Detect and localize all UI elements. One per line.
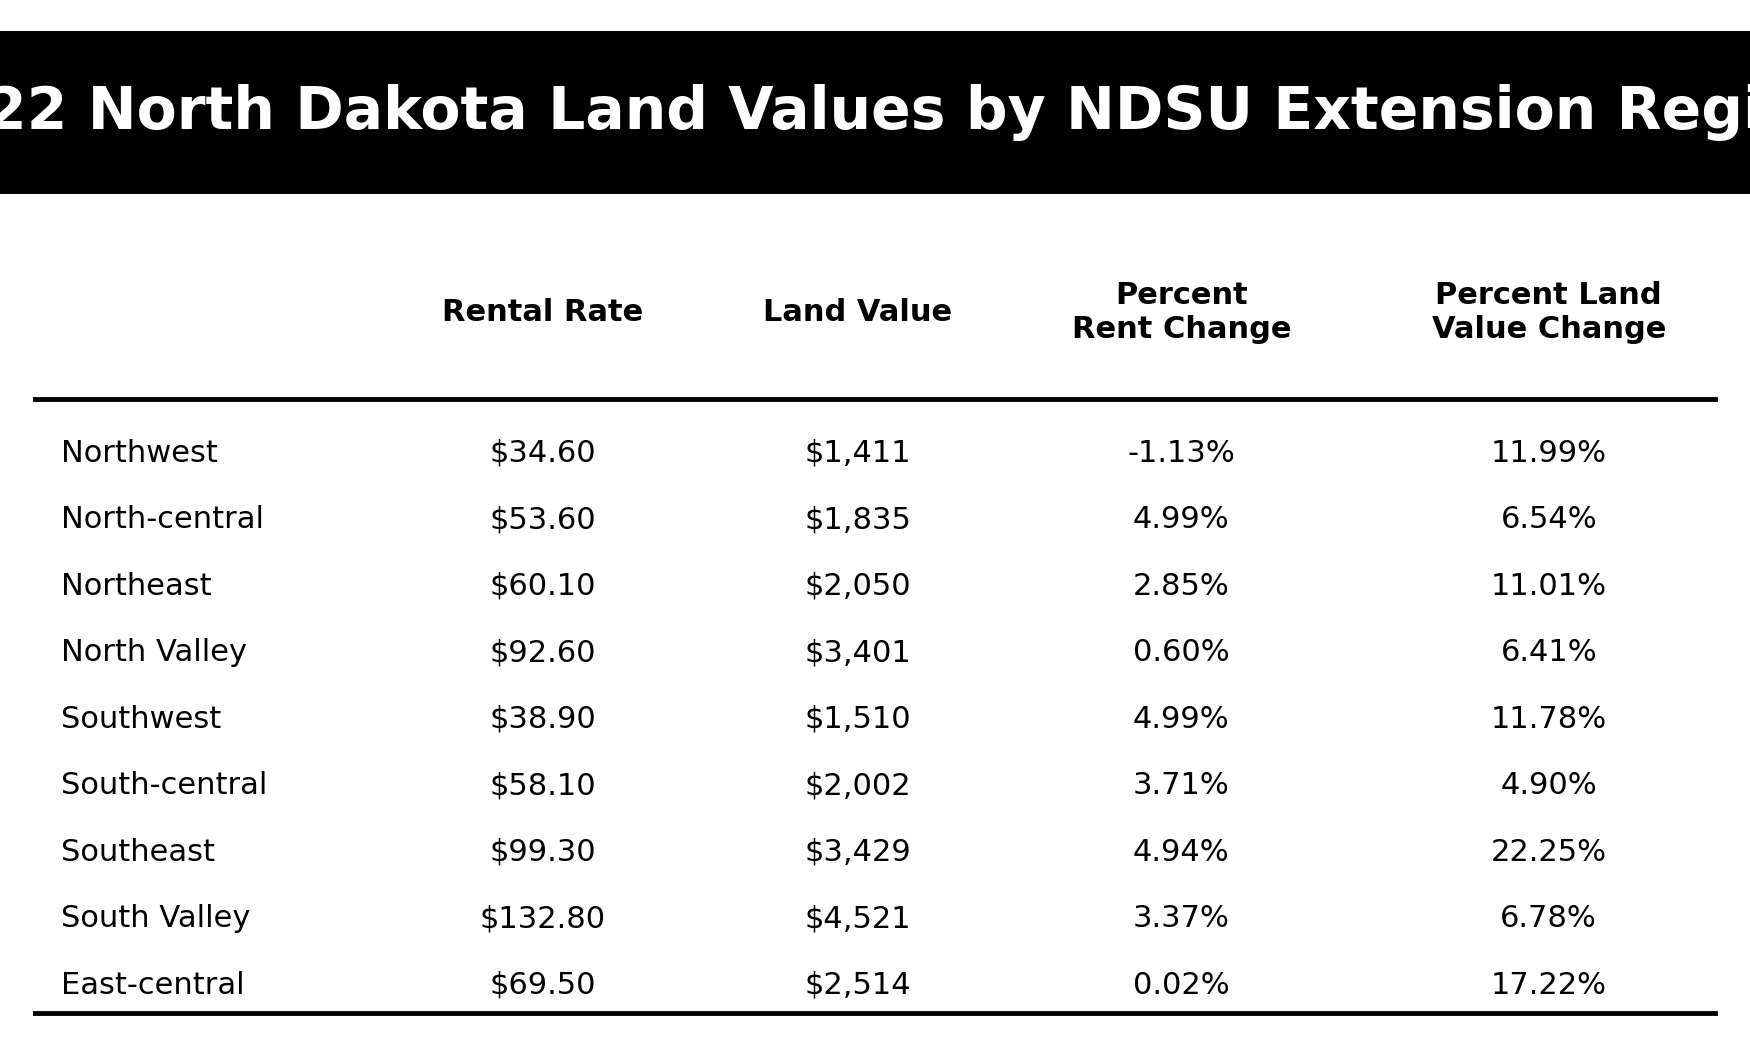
Text: $58.10: $58.10: [490, 772, 595, 800]
Text: Northeast: Northeast: [61, 572, 212, 601]
Text: 4.94%: 4.94%: [1132, 838, 1230, 866]
Text: 6.54%: 6.54%: [1500, 505, 1598, 534]
Text: $3,401: $3,401: [805, 638, 912, 667]
Text: 3.37%: 3.37%: [1132, 904, 1230, 933]
Text: 17.22%: 17.22%: [1491, 971, 1606, 1000]
Bar: [0, 32, 1750, 194]
Text: 4.99%: 4.99%: [1132, 505, 1230, 534]
Text: 6.78%: 6.78%: [1500, 904, 1598, 933]
Text: $92.60: $92.60: [490, 638, 595, 667]
Text: North Valley: North Valley: [61, 638, 247, 667]
Text: $99.30: $99.30: [490, 838, 595, 866]
Text: 2022 North Dakota Land Values by NDSU Extension Region: 2022 North Dakota Land Values by NDSU Ex…: [0, 84, 1750, 142]
Text: Southeast: Southeast: [61, 838, 215, 866]
Text: Percent Land
Value Change: Percent Land Value Change: [1432, 281, 1666, 343]
Text: $3,429: $3,429: [805, 838, 912, 866]
Text: $2,002: $2,002: [805, 772, 910, 800]
Text: $4,521: $4,521: [805, 904, 910, 933]
Text: Percent
Rent Change: Percent Rent Change: [1071, 281, 1292, 343]
Text: Northwest: Northwest: [61, 439, 219, 467]
Text: $1,411: $1,411: [805, 439, 910, 467]
Text: North-central: North-central: [61, 505, 264, 534]
Text: $1,835: $1,835: [803, 505, 912, 534]
Text: $2,514: $2,514: [805, 971, 910, 1000]
Text: 0.60%: 0.60%: [1132, 638, 1230, 667]
Text: -1.13%: -1.13%: [1127, 439, 1236, 467]
Text: 0.02%: 0.02%: [1132, 971, 1230, 1000]
Text: $2,050: $2,050: [805, 572, 910, 601]
Text: 3.71%: 3.71%: [1132, 772, 1230, 800]
Text: $38.90: $38.90: [490, 705, 595, 734]
Text: 11.99%: 11.99%: [1491, 439, 1606, 467]
Text: 4.90%: 4.90%: [1500, 772, 1598, 800]
Text: Rental Rate: Rental Rate: [441, 298, 644, 327]
Text: $60.10: $60.10: [490, 572, 595, 601]
Text: Southwest: Southwest: [61, 705, 222, 734]
Text: $53.60: $53.60: [490, 505, 595, 534]
Text: $34.60: $34.60: [490, 439, 595, 467]
Text: East-central: East-central: [61, 971, 245, 1000]
Text: $1,510: $1,510: [805, 705, 910, 734]
Text: Land Value: Land Value: [763, 298, 952, 327]
Text: 22.25%: 22.25%: [1491, 838, 1606, 866]
Text: South Valley: South Valley: [61, 904, 250, 933]
Text: 6.41%: 6.41%: [1500, 638, 1598, 667]
Text: $132.80: $132.80: [480, 904, 606, 933]
Text: $69.50: $69.50: [490, 971, 595, 1000]
Text: South-central: South-central: [61, 772, 268, 800]
Text: 11.01%: 11.01%: [1491, 572, 1606, 601]
Text: 4.99%: 4.99%: [1132, 705, 1230, 734]
Text: 11.78%: 11.78%: [1491, 705, 1606, 734]
Text: 2.85%: 2.85%: [1132, 572, 1230, 601]
